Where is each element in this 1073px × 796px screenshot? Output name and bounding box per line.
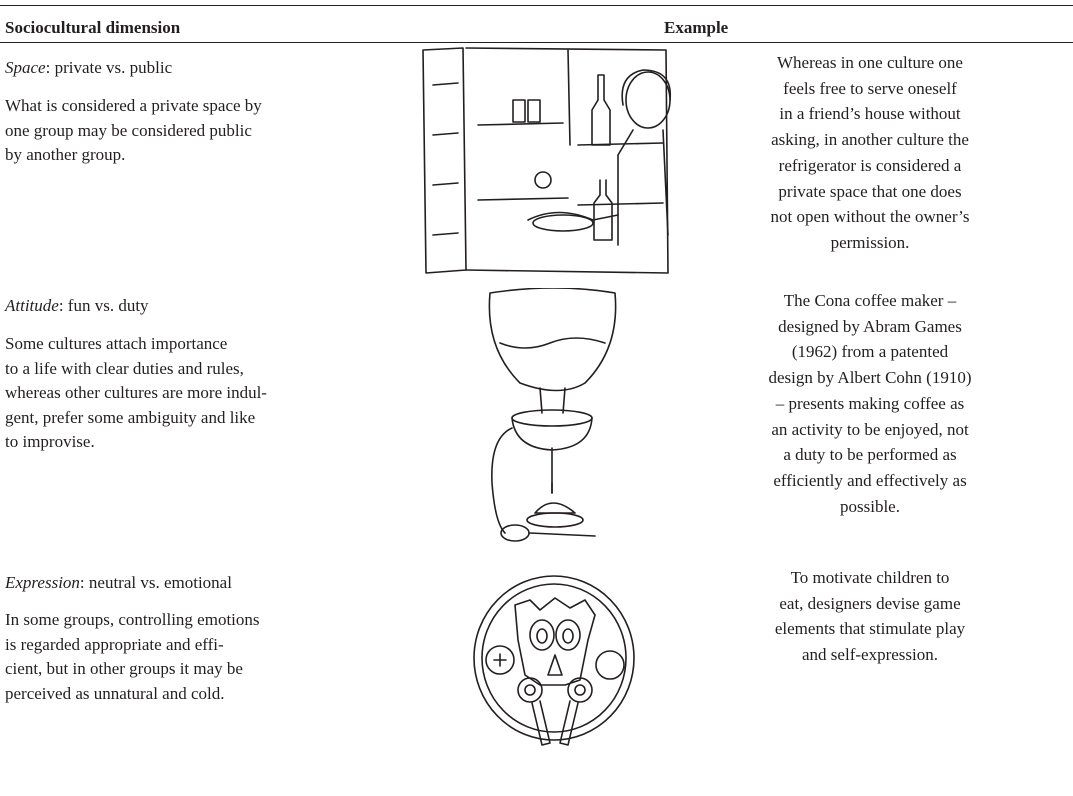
fridge-drawing — [422, 47, 672, 274]
dimension-name: Space — [5, 58, 46, 77]
example-line: asking, in another culture the — [771, 130, 969, 150]
dimension-poles: : neutral vs. emotional — [79, 573, 232, 592]
dimension-name: Expression — [5, 573, 80, 592]
header-rule — [0, 42, 1073, 43]
description-line: gent, prefer some ambiguity and like — [5, 407, 256, 427]
example-line: an activity to be enjoyed, not — [771, 419, 969, 439]
description-line: Some cultures attach importance — [5, 334, 228, 353]
description-line: perceived as unnatural and cold. — [5, 683, 225, 703]
example-line: permission. — [830, 232, 910, 252]
example-line: designed by Abram Games — [778, 316, 962, 336]
dimension-label: Expression: neutral vs. emotional — [5, 573, 232, 593]
example-line: feels free to serve oneself — [783, 78, 957, 98]
description-line: to a life with clear duties and rules, — [5, 358, 244, 378]
dimension-label: Attitude: fun vs. duty — [5, 296, 149, 316]
example-line: design by Albert Cohn (1910) — [768, 368, 972, 388]
example-line: and self-expression. — [802, 645, 938, 665]
dimension-poles: : private vs. public — [45, 58, 173, 77]
description-line: What is considered a private space by — [5, 96, 262, 115]
example-line: in a friend’s house without — [779, 104, 961, 124]
example-line: refrigerator is considered a — [778, 155, 962, 175]
top-rule — [0, 5, 1073, 6]
dimension-label: Space: private vs. public — [5, 58, 172, 78]
plate-drawing — [473, 575, 635, 746]
dimension-poles: : fun vs. duty — [58, 296, 149, 315]
description-line: whereas other cultures are more indul- — [5, 383, 267, 402]
example-line: – presents making coffee as — [775, 393, 965, 413]
example-line: private space that one does — [778, 181, 962, 201]
example-line: elements that stimulate play — [774, 619, 966, 639]
dimension-name: Attitude — [5, 296, 59, 315]
header-dimension: Sociocultural dimension — [5, 18, 181, 37]
header-example: Example — [664, 18, 729, 37]
example-line: (1962) from a patented — [791, 342, 949, 362]
example-line: a duty to be performed as — [783, 445, 957, 465]
example-line: To motivate children to — [790, 568, 950, 587]
example-line: The Cona coffee maker – — [783, 291, 957, 310]
description-line: to improvise. — [5, 432, 95, 451]
description-line: by another group. — [5, 145, 126, 164]
example-line: not open without the owner’s — [770, 207, 970, 227]
coffee-maker-drawing — [488, 288, 617, 542]
description-line: is regarded appropriate and effi- — [5, 634, 224, 654]
example-line: eat, designers devise game — [779, 593, 961, 613]
description-line: one group may be considered public — [5, 120, 252, 140]
example-line: possible. — [840, 496, 900, 516]
description-line: cient, but in other groups it may be — [5, 659, 243, 678]
example-line: efficiently and effectively as — [773, 470, 967, 490]
example-line: Whereas in one culture one — [777, 53, 963, 72]
description-line: In some groups, controlling emotions — [5, 610, 260, 629]
